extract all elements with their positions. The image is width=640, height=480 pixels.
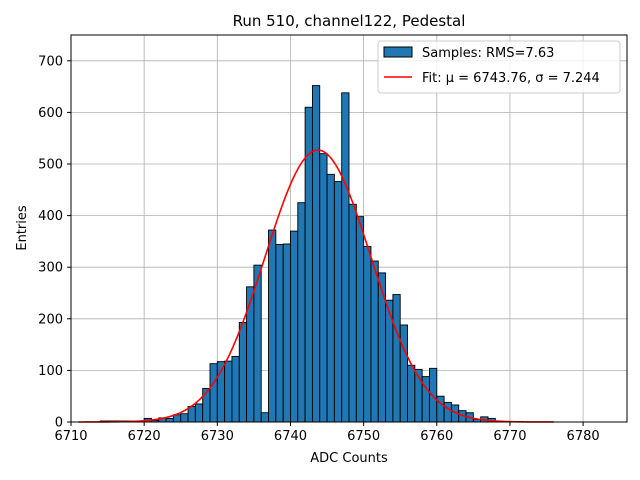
histogram-bar — [333, 181, 343, 423]
histogram-bar — [194, 403, 204, 423]
x-tick-label: 6720 — [128, 429, 161, 444]
x-tick-label: 6750 — [347, 429, 380, 444]
x-axis-title: ADC Counts — [310, 451, 388, 466]
x-tick-label: 6780 — [567, 429, 600, 444]
histogram-bar — [326, 173, 335, 423]
fit-curve-layer — [78, 149, 554, 423]
histogram-bar — [319, 153, 328, 423]
y-axis-title: Entries — [15, 205, 30, 251]
histogram-bar — [377, 272, 387, 423]
histogram-bar — [443, 401, 452, 423]
histogram-bar — [231, 356, 240, 423]
x-tick-label: 6730 — [201, 429, 234, 444]
histogram-bar — [260, 412, 269, 423]
fit-curve — [78, 149, 554, 423]
chart-title: Run 510, channel122, Pedestal — [233, 12, 466, 30]
histogram-bar — [392, 294, 401, 423]
y-tick-label: 500 — [38, 158, 63, 173]
histogram-bar — [268, 229, 277, 423]
histogram-bar — [165, 417, 174, 423]
legend: Samples: RMS=7.63 Fit: μ = 6743.76, σ = … — [377, 40, 621, 94]
y-tick-label: 600 — [38, 106, 63, 121]
histogram-bar — [363, 246, 372, 423]
histogram-bar — [238, 321, 248, 423]
histogram-bar — [355, 216, 365, 423]
histogram-bar — [275, 244, 284, 423]
histogram-bar — [399, 324, 408, 423]
histogram-bar — [180, 413, 189, 423]
y-tick-label: 300 — [38, 261, 63, 276]
histogram-bar — [209, 363, 218, 423]
x-tick-label: 6740 — [274, 429, 307, 444]
y-tick-label: 200 — [38, 312, 63, 327]
histogram-bar — [311, 85, 321, 423]
legend-label-histogram: Samples: RMS=7.63 — [422, 46, 554, 61]
legend-label-fit: Fit: μ = 6743.76, σ = 7.244 — [422, 71, 600, 86]
histogram-bar — [187, 406, 196, 423]
y-tick-label: 700 — [38, 54, 63, 69]
histogram-bars — [99, 85, 504, 423]
histogram-bar — [290, 230, 299, 423]
x-tick-label: 6710 — [54, 429, 87, 444]
x-tick-label: 6760 — [420, 429, 453, 444]
legend-swatch-histogram — [383, 46, 413, 58]
y-tick-label: 100 — [38, 364, 63, 379]
axis-ticks: 6710 6720 6730 6740 6750 6760 6770 6780 0 100 200 3… — [38, 54, 599, 444]
histogram-bar — [370, 260, 379, 423]
x-tick-label: 6770 — [493, 429, 526, 444]
histogram-bar — [224, 360, 233, 423]
plot-frame — [70, 34, 628, 423]
histogram-bar — [407, 364, 416, 423]
histogram-bar — [297, 202, 306, 423]
histogram-bar — [282, 243, 291, 423]
y-tick-label: 400 — [38, 209, 63, 224]
histogram-bar — [341, 92, 350, 423]
y-tick-label: 0 — [55, 416, 63, 431]
histogram-bar — [348, 203, 357, 423]
legend-frame — [377, 40, 621, 94]
